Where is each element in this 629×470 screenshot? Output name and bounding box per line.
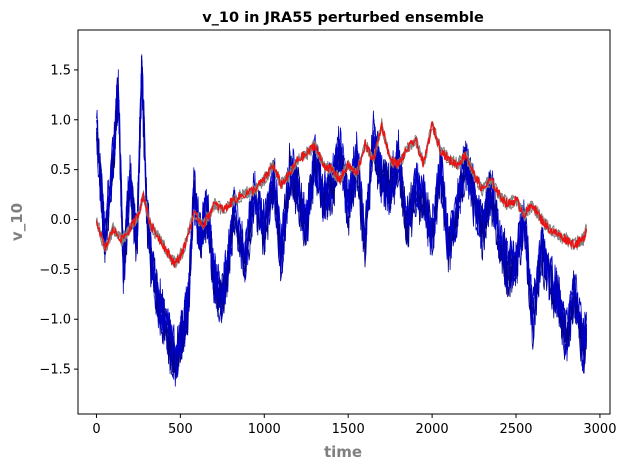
ticks-layer: 0 500 1000 1500 2000 2500 3000 −1.5 −1.0 −0.5 0.0 0…: [39, 63, 616, 437]
x-tick-label: 2500: [499, 422, 532, 437]
x-tick-label: 0: [92, 422, 100, 437]
y-tick-label: 0.0: [50, 213, 71, 228]
x-tick-label: 2000: [416, 422, 449, 437]
x-tick-label: 1500: [332, 422, 365, 437]
members-line-3: [96, 65, 587, 378]
y-axis-label: v_10: [8, 203, 26, 241]
x-tick-label: 3000: [583, 422, 616, 437]
members-line-6: [96, 55, 587, 369]
chart-title: v_10 in JRA55 perturbed ensemble: [202, 10, 484, 26]
series-layer: [95, 54, 588, 387]
x-tick-label: 500: [168, 422, 193, 437]
y-tick-label: −0.5: [39, 263, 71, 278]
plot-frame: [77, 29, 611, 415]
y-tick-label: 0.5: [50, 163, 71, 178]
highlighted-mean-line-1: [95, 121, 588, 268]
y-tick-label: 1.0: [50, 113, 71, 128]
y-tick-label: −1.0: [39, 313, 71, 328]
y-tick-label: 1.5: [50, 63, 71, 78]
x-axis-label: time: [324, 443, 362, 461]
y-tick-label: −1.5: [39, 363, 71, 378]
x-tick-label: 1000: [248, 422, 281, 437]
